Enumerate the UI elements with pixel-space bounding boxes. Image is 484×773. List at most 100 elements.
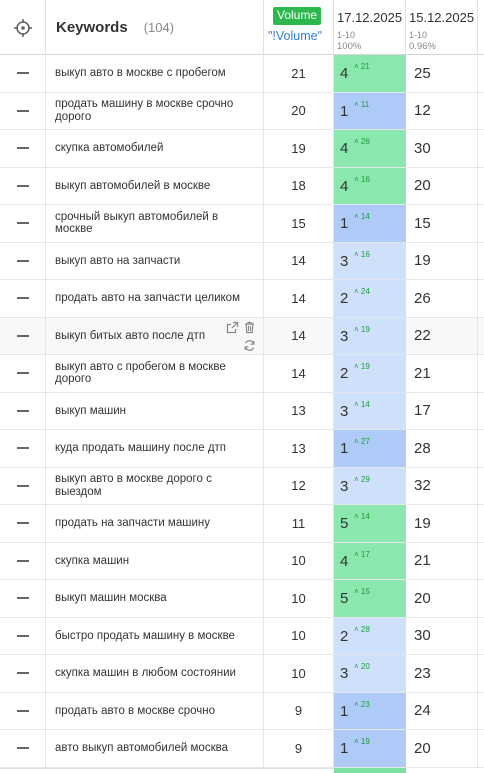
- table-row[interactable]: выкуп авто с пробегом в москве дорого 14 2…: [0, 355, 484, 393]
- keyword-cell[interactable]: продать авто в москве срочно: [46, 692, 264, 729]
- remove-keyword-button[interactable]: [0, 130, 46, 167]
- position-cell-current[interactable]: 2 ˄ 28: [334, 617, 406, 654]
- position-cell-previous[interactable]: 20: [406, 167, 478, 204]
- remove-keyword-button[interactable]: [0, 655, 46, 692]
- table-row[interactable]: скупка машин 10 4 ˄ 17 21: [0, 542, 484, 580]
- position-cell-previous[interactable]: 25: [406, 55, 478, 92]
- keyword-cell[interactable]: срочный выкуп автомобилей в москве: [46, 205, 264, 242]
- position-cell-previous[interactable]: 21: [406, 542, 478, 579]
- position-cell-current[interactable]: 3 ˄ 29: [334, 467, 406, 504]
- position-cell-current[interactable]: 1 ˄ 27: [334, 430, 406, 467]
- position-cell-current[interactable]: 2 ˄ 19: [334, 355, 406, 392]
- position-cell-current[interactable]: 5 ˄ 14: [334, 505, 406, 542]
- position-cell-current[interactable]: 3 ˄ 19: [334, 317, 406, 354]
- position-cell-previous[interactable]: 21: [406, 355, 478, 392]
- position-cell-current[interactable]: 3 ˄ 14: [334, 392, 406, 429]
- table-row[interactable]: быстро продать машину в москве 10 2 ˄ 28 30: [0, 617, 484, 655]
- position-cell-previous[interactable]: 30: [406, 617, 478, 654]
- position-cell-previous[interactable]: 26: [406, 280, 478, 317]
- position-cell-current[interactable]: 4 ˄ 16: [334, 167, 406, 204]
- refresh-icon[interactable]: [243, 339, 256, 357]
- position-cell-previous[interactable]: 20: [406, 730, 478, 767]
- table-row[interactable]: выкуп машин 13 3 ˄ 14 17: [0, 392, 484, 430]
- position-cell-previous[interactable]: 17: [406, 392, 478, 429]
- remove-keyword-button[interactable]: [0, 467, 46, 504]
- remove-keyword-button[interactable]: [0, 280, 46, 317]
- keyword-cell[interactable]: выкуп автомобилей в москве: [46, 167, 264, 204]
- keyword-cell[interactable]: продать авто на запчасти целиком: [46, 280, 264, 317]
- position-cell-current[interactable]: 4 ˄ 17: [334, 542, 406, 579]
- position-cell-current[interactable]: 2 ˄ 24: [334, 280, 406, 317]
- crosshair-icon[interactable]: [0, 0, 46, 55]
- keyword-cell[interactable]: куда продать машину после дтп: [46, 430, 264, 467]
- position-cell-current[interactable]: 1 ˄ 11: [334, 92, 406, 129]
- table-row[interactable]: продать на запчасти машину 11 5 ˄ 14 19: [0, 505, 484, 543]
- external-link-icon[interactable]: [226, 321, 239, 339]
- table-row[interactable]: выкуп авто в москве с пробегом 21 4 ˄ 21 25: [0, 55, 484, 93]
- table-row[interactable]: продать авто на запчасти целиком 14 2 ˄ 24 2…: [0, 280, 484, 318]
- keyword-cell[interactable]: продать машину в москве срочно дорого: [46, 92, 264, 129]
- position-cell-previous[interactable]: 19: [406, 505, 478, 542]
- remove-keyword-button[interactable]: [0, 505, 46, 542]
- remove-keyword-button[interactable]: [0, 55, 46, 92]
- remove-keyword-button[interactable]: [0, 205, 46, 242]
- keyword-cell[interactable]: выкуп авто с пробегом в москве дорого: [46, 355, 264, 392]
- table-row[interactable]: выкуп авто на запчасти 14 3 ˄ 16 19: [0, 242, 484, 280]
- remove-keyword-button[interactable]: [0, 430, 46, 467]
- position-cell-previous[interactable]: 32: [406, 467, 478, 504]
- table-row[interactable]: продать авто в москве срочно 9 1 ˄ 23 24: [0, 692, 484, 730]
- keyword-cell[interactable]: авто выкуп автомобилей москва: [46, 730, 264, 767]
- keyword-cell[interactable]: выкуп машин: [46, 392, 264, 429]
- position-cell-current[interactable]: 1 ˄ 23: [334, 692, 406, 729]
- remove-keyword-button[interactable]: [0, 317, 46, 354]
- position-cell-current[interactable]: 5 ˄ 15: [334, 580, 406, 617]
- table-row[interactable]: выкуп авто в москве дорого с выездом 12 3 ˄…: [0, 467, 484, 505]
- remove-keyword-button[interactable]: [0, 167, 46, 204]
- remove-keyword-button[interactable]: [0, 730, 46, 767]
- exact-volume-link[interactable]: "!Volume": [268, 29, 323, 43]
- table-row[interactable]: срочный выкуп автомобилей в москве 15 1 ˄ 1…: [0, 205, 484, 243]
- keyword-cell[interactable]: скупка машин в любом состоянии: [46, 655, 264, 692]
- table-row[interactable]: скупка автомобилей 19 4 ˄ 26 30: [0, 130, 484, 168]
- keyword-cell[interactable]: выкуп машин москва: [46, 580, 264, 617]
- remove-keyword-button[interactable]: [0, 392, 46, 429]
- position-cell-previous[interactable]: 30: [406, 130, 478, 167]
- keyword-cell[interactable]: быстро продать машину в москве: [46, 617, 264, 654]
- keyword-cell[interactable]: скупка автомобилей: [46, 130, 264, 167]
- position-cell-previous[interactable]: 19: [406, 242, 478, 279]
- remove-keyword-button[interactable]: [0, 580, 46, 617]
- period-column-header-2[interactable]: 15.12.2025 1-10 0.96%: [406, 0, 478, 55]
- table-row[interactable]: продать машину в москве срочно дорого 20 1…: [0, 92, 484, 130]
- volume-sort-button[interactable]: Volume: [273, 7, 322, 25]
- period-column-header-1[interactable]: 17.12.2025 1-10 100%: [334, 0, 406, 55]
- position-cell-current[interactable]: 3 ˄ 16: [334, 242, 406, 279]
- position-cell-current[interactable]: 3 ˄ 20: [334, 655, 406, 692]
- position-cell-previous[interactable]: 22: [406, 317, 478, 354]
- table-row[interactable]: куда продать машину после дтп 13 1 ˄ 27 28: [0, 430, 484, 468]
- remove-keyword-button[interactable]: [0, 692, 46, 729]
- keyword-cell[interactable]: выкуп авто в москве с пробегом: [46, 55, 264, 92]
- trash-icon[interactable]: [243, 321, 256, 339]
- position-cell-previous[interactable]: 28: [406, 430, 478, 467]
- keywords-column-header[interactable]: Keywords (104): [46, 0, 264, 55]
- table-row[interactable]: авто выкуп автомобилей москва 9 1 ˄ 19 20: [0, 730, 484, 768]
- remove-keyword-button[interactable]: [0, 242, 46, 279]
- position-cell-current[interactable]: 1 ˄ 14: [334, 205, 406, 242]
- table-row[interactable]: выкуп автомобилей в москве 18 4 ˄ 16 20: [0, 167, 484, 205]
- position-cell-current[interactable]: 4 ˄ 26: [334, 130, 406, 167]
- table-row[interactable]: выкуп машин москва 10 5 ˄ 15 20: [0, 580, 484, 618]
- position-cell-previous[interactable]: 23: [406, 655, 478, 692]
- position-cell-previous[interactable]: 20: [406, 580, 478, 617]
- table-row[interactable]: выкуп битых авто после дтп 14 3 ˄ 19 22: [0, 317, 484, 357]
- keyword-cell[interactable]: выкуп авто на запчасти: [46, 242, 264, 279]
- position-cell-current[interactable]: 1 ˄ 19: [334, 730, 406, 767]
- keyword-cell[interactable]: выкуп авто в москве дорого с выездом: [46, 467, 264, 504]
- keyword-cell[interactable]: скупка машин: [46, 542, 264, 579]
- position-cell-previous[interactable]: 12: [406, 92, 478, 129]
- position-cell-previous[interactable]: 15: [406, 205, 478, 242]
- table-row[interactable]: скупка машин в любом состоянии 10 3 ˄ 20 23: [0, 655, 484, 693]
- remove-keyword-button[interactable]: [0, 542, 46, 579]
- remove-keyword-button[interactable]: [0, 355, 46, 392]
- remove-keyword-button[interactable]: [0, 617, 46, 654]
- position-cell-current[interactable]: 4 ˄ 21: [334, 55, 406, 92]
